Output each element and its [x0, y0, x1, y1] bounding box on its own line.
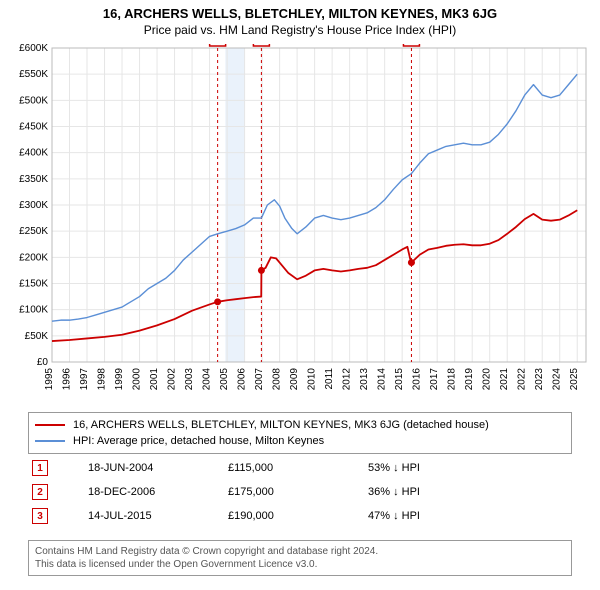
svg-text:2003: 2003: [184, 368, 195, 391]
svg-text:1998: 1998: [97, 368, 108, 391]
svg-text:2024: 2024: [552, 368, 563, 391]
svg-text:2006: 2006: [237, 368, 248, 391]
svg-text:2025: 2025: [569, 368, 580, 391]
marker-delta: 53% ↓ HPI: [368, 462, 508, 474]
svg-text:2009: 2009: [289, 368, 300, 391]
legend-item-property: 16, ARCHERS WELLS, BLETCHLEY, MILTON KEY…: [35, 417, 565, 433]
svg-text:£400K: £400K: [19, 148, 48, 159]
svg-text:2017: 2017: [429, 368, 440, 391]
legend-label: 16, ARCHERS WELLS, BLETCHLEY, MILTON KEY…: [73, 419, 489, 431]
legend-swatch: [35, 440, 65, 442]
legend-swatch: [35, 424, 65, 426]
svg-text:2016: 2016: [412, 368, 423, 391]
svg-text:2008: 2008: [272, 368, 283, 391]
chart-title: 16, ARCHERS WELLS, BLETCHLEY, MILTON KEY…: [0, 0, 600, 21]
svg-text:2013: 2013: [359, 368, 370, 391]
svg-text:2011: 2011: [324, 368, 335, 390]
svg-text:3: 3: [409, 44, 415, 45]
legend: 16, ARCHERS WELLS, BLETCHLEY, MILTON KEY…: [28, 412, 572, 454]
svg-text:£300K: £300K: [19, 200, 48, 211]
svg-text:£500K: £500K: [19, 95, 48, 106]
marker-date: 18-DEC-2006: [88, 486, 228, 498]
svg-text:2018: 2018: [447, 368, 458, 391]
svg-text:£0: £0: [37, 357, 49, 368]
legend-item-hpi: HPI: Average price, detached house, Milt…: [35, 433, 565, 449]
svg-text:2020: 2020: [482, 368, 493, 391]
marker-row: 3 14-JUL-2015 £190,000 47% ↓ HPI: [28, 504, 572, 528]
svg-text:1997: 1997: [79, 368, 90, 391]
svg-text:2004: 2004: [202, 368, 213, 391]
marker-delta: 47% ↓ HPI: [368, 510, 508, 522]
svg-text:2014: 2014: [377, 368, 388, 391]
svg-text:2022: 2022: [517, 368, 528, 391]
svg-text:1995: 1995: [44, 368, 55, 391]
svg-text:£200K: £200K: [19, 252, 48, 263]
svg-text:£250K: £250K: [19, 226, 48, 237]
marker-flag-1: 1: [32, 460, 48, 476]
marker-delta: 36% ↓ HPI: [368, 486, 508, 498]
marker-price: £175,000: [228, 486, 368, 498]
svg-text:2002: 2002: [167, 368, 178, 391]
svg-text:2012: 2012: [342, 368, 353, 391]
svg-text:£550K: £550K: [19, 69, 48, 80]
chart-svg: £0 £50K £100K £150K £200K £250K £300K £350K £400…: [8, 44, 592, 404]
marker-price: £190,000: [228, 510, 368, 522]
svg-text:£450K: £450K: [19, 122, 48, 133]
svg-text:£150K: £150K: [19, 279, 48, 290]
svg-text:£350K: £350K: [19, 174, 48, 185]
svg-text:1999: 1999: [114, 368, 125, 391]
svg-text:2019: 2019: [464, 368, 475, 391]
marker-date: 14-JUL-2015: [88, 510, 228, 522]
legend-label: HPI: Average price, detached house, Milt…: [73, 435, 324, 447]
footer-line: Contains HM Land Registry data © Crown c…: [35, 545, 565, 558]
marker-price: £115,000: [228, 462, 368, 474]
svg-text:1: 1: [215, 44, 221, 45]
svg-text:2010: 2010: [307, 368, 318, 391]
svg-text:2015: 2015: [394, 368, 405, 391]
svg-text:1996: 1996: [62, 368, 73, 391]
footer-line: This data is licensed under the Open Gov…: [35, 558, 565, 571]
svg-text:2023: 2023: [534, 368, 545, 391]
svg-text:2021: 2021: [499, 368, 510, 391]
svg-text:2000: 2000: [132, 368, 143, 391]
marker-date: 18-JUN-2004: [88, 462, 228, 474]
svg-text:2005: 2005: [219, 368, 230, 391]
svg-text:2: 2: [259, 44, 265, 45]
svg-text:2007: 2007: [254, 368, 265, 391]
marker-flag-3: 3: [32, 508, 48, 524]
footer-attribution: Contains HM Land Registry data © Crown c…: [28, 540, 572, 576]
markers-table: 1 18-JUN-2004 £115,000 53% ↓ HPI 2 18-DE…: [28, 456, 572, 528]
marker-flag-2: 2: [32, 484, 48, 500]
svg-text:£50K: £50K: [25, 331, 49, 342]
chart-subtitle: Price paid vs. HM Land Registry's House …: [0, 21, 600, 37]
svg-text:£100K: £100K: [19, 305, 48, 316]
marker-row: 1 18-JUN-2004 £115,000 53% ↓ HPI: [28, 456, 572, 480]
marker-row: 2 18-DEC-2006 £175,000 36% ↓ HPI: [28, 480, 572, 504]
svg-text:£600K: £600K: [19, 44, 48, 54]
chart-area: £0 £50K £100K £150K £200K £250K £300K £350K £400…: [8, 44, 592, 404]
svg-text:2001: 2001: [149, 368, 160, 391]
